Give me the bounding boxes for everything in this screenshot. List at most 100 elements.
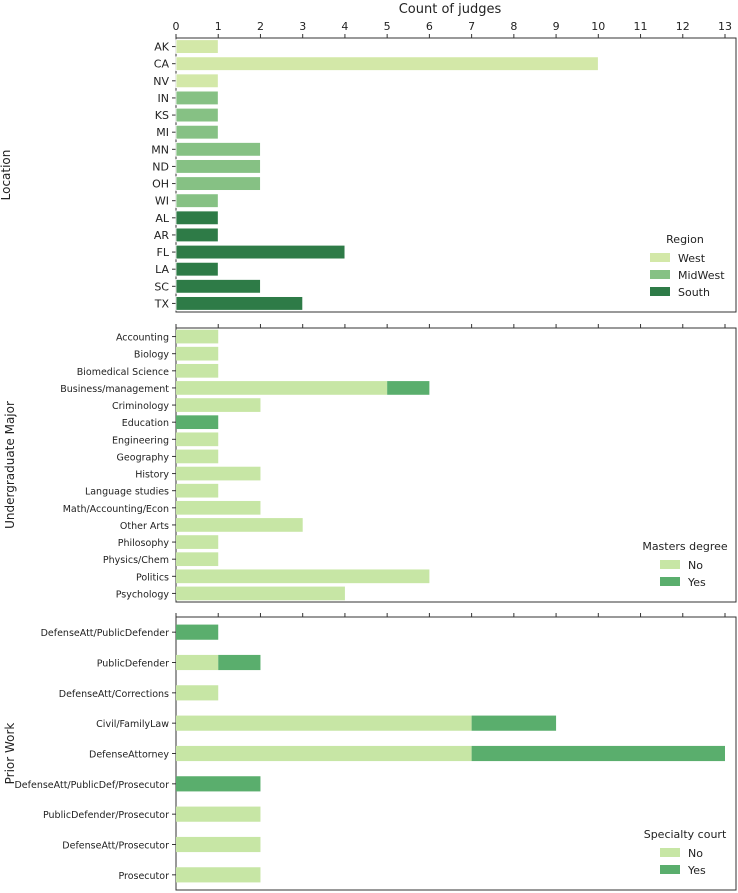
x-tick-label: 3 [299,20,306,33]
legend-swatch-no [660,560,680,569]
x-axis-title: Count of judges [399,2,502,17]
y-tick-label: AK [154,41,170,54]
y-tick-label: Education [122,418,169,429]
legend-title: Region [666,233,704,246]
y-tick-label: Biomedical Science [77,367,169,378]
y-axis-title: Prior Work [3,723,17,785]
bar-segment-no [176,867,261,883]
legend-swatch-west [650,253,670,262]
y-tick-label: MI [156,126,169,139]
x-tick-label: 6 [426,20,433,33]
x-tick-label: 0 [173,20,180,33]
y-tick-label: Business/management [60,384,169,395]
x-tick-label: 9 [553,20,560,33]
x-tick-label: 11 [634,20,648,33]
y-tick-label: AL [155,212,170,225]
y-tick-label: SC [154,280,169,293]
x-tick-label: 10 [591,20,605,33]
y-tick-label: FL [157,246,170,259]
y-tick-label: Civil/FamilyLaw [96,719,169,730]
bar-segment-yes [387,381,430,395]
bar-al [175,210,219,226]
y-tick-label: LA [155,263,169,276]
y-tick-label: DefenseAtt/Corrections [59,689,169,700]
bar-ca [175,56,599,71]
bar-segment-no [176,745,472,762]
y-tick-label: IN [158,92,169,105]
bar-ks [175,107,219,123]
bar-sc [175,279,261,294]
y-tick-label: TX [154,297,170,310]
bar-segment-no [176,715,472,731]
bar-segment-no [176,329,219,344]
y-tick-label: Accounting [116,333,169,344]
bar-segment-yes [471,745,725,762]
y-tick-label: WI [155,195,169,208]
y-tick-label: KS [155,109,169,122]
plot-frame [175,327,737,603]
y-tick-label: Engineering [112,435,169,446]
y-tick-label: DefenseAtt/Prosecutor [62,841,169,852]
y-tick-label: Physics/Chem [103,555,169,566]
y-tick-label: Other Arts [120,521,169,532]
bar-segment-no [176,466,261,481]
bar-in [175,90,219,106]
bar-segment-no [176,346,219,361]
bar-wi [175,193,219,208]
y-tick-label: ND [152,160,169,173]
bar-segment-no [176,552,219,567]
x-tick-label: 4 [341,20,348,33]
bar-nd [175,159,261,174]
bar-tx [175,296,304,311]
bar-fl [175,244,346,260]
legend-label-yes: Yes [687,576,706,589]
bar-segment-no [176,500,261,515]
y-tick-label: DefenseAtt/PublicDef/Prosecutor [14,780,169,791]
bar-ak [175,39,219,54]
bar-segment-no [176,685,219,701]
y-axis-title: Location [0,150,13,201]
bar-segment-yes [176,624,219,640]
bar-segment-no [176,381,388,395]
y-tick-label: NV [153,75,169,88]
bar-segment-no [176,449,219,464]
y-axis-title: Undergraduate Major [3,401,17,529]
legend-swatch-south [650,287,670,296]
bar-ar [175,227,219,243]
bar-mn [175,142,261,157]
bar-mi [175,124,219,140]
y-tick-label: Criminology [112,401,169,412]
x-tick-label: 12 [676,20,690,33]
x-tick-label: 13 [718,20,732,33]
y-tick-label: History [135,470,169,481]
y-tick-label: Geography [117,452,170,463]
bar-segment-yes [176,776,261,792]
y-tick-label: Politics [136,572,169,583]
bar-segment-no [176,432,219,447]
y-tick-label: Prosecutor [118,871,169,882]
bar-segment-yes [176,415,219,430]
y-tick-label: Psychology [116,589,170,600]
bar-oh [175,176,261,191]
bar-segment-no [176,363,219,378]
legend-label-no: No [688,847,703,860]
legend-swatch-no [660,848,680,857]
x-tick-label: 7 [468,20,475,33]
y-tick-label: PublicDefender/Prosecutor [43,810,169,821]
legend-label-west: West [678,252,706,265]
y-tick-label: OH [152,178,169,191]
x-tick-label: 1 [215,20,222,33]
bar-segment-no [176,398,261,412]
bar-segment-yes [471,715,557,731]
y-tick-label: DefenseAttorney [89,750,169,761]
y-tick-label: PublicDefender [97,659,169,670]
plot-frame [175,37,737,313]
bar-segment-no [176,518,303,532]
x-tick-label: 2 [257,20,264,33]
legend-title: Specialty court [644,828,727,841]
bar-segment-no [176,586,345,601]
bar-segment-no [176,836,261,853]
bar-segment-no [176,806,261,822]
y-tick-label: Math/Accounting/Econ [63,504,169,515]
